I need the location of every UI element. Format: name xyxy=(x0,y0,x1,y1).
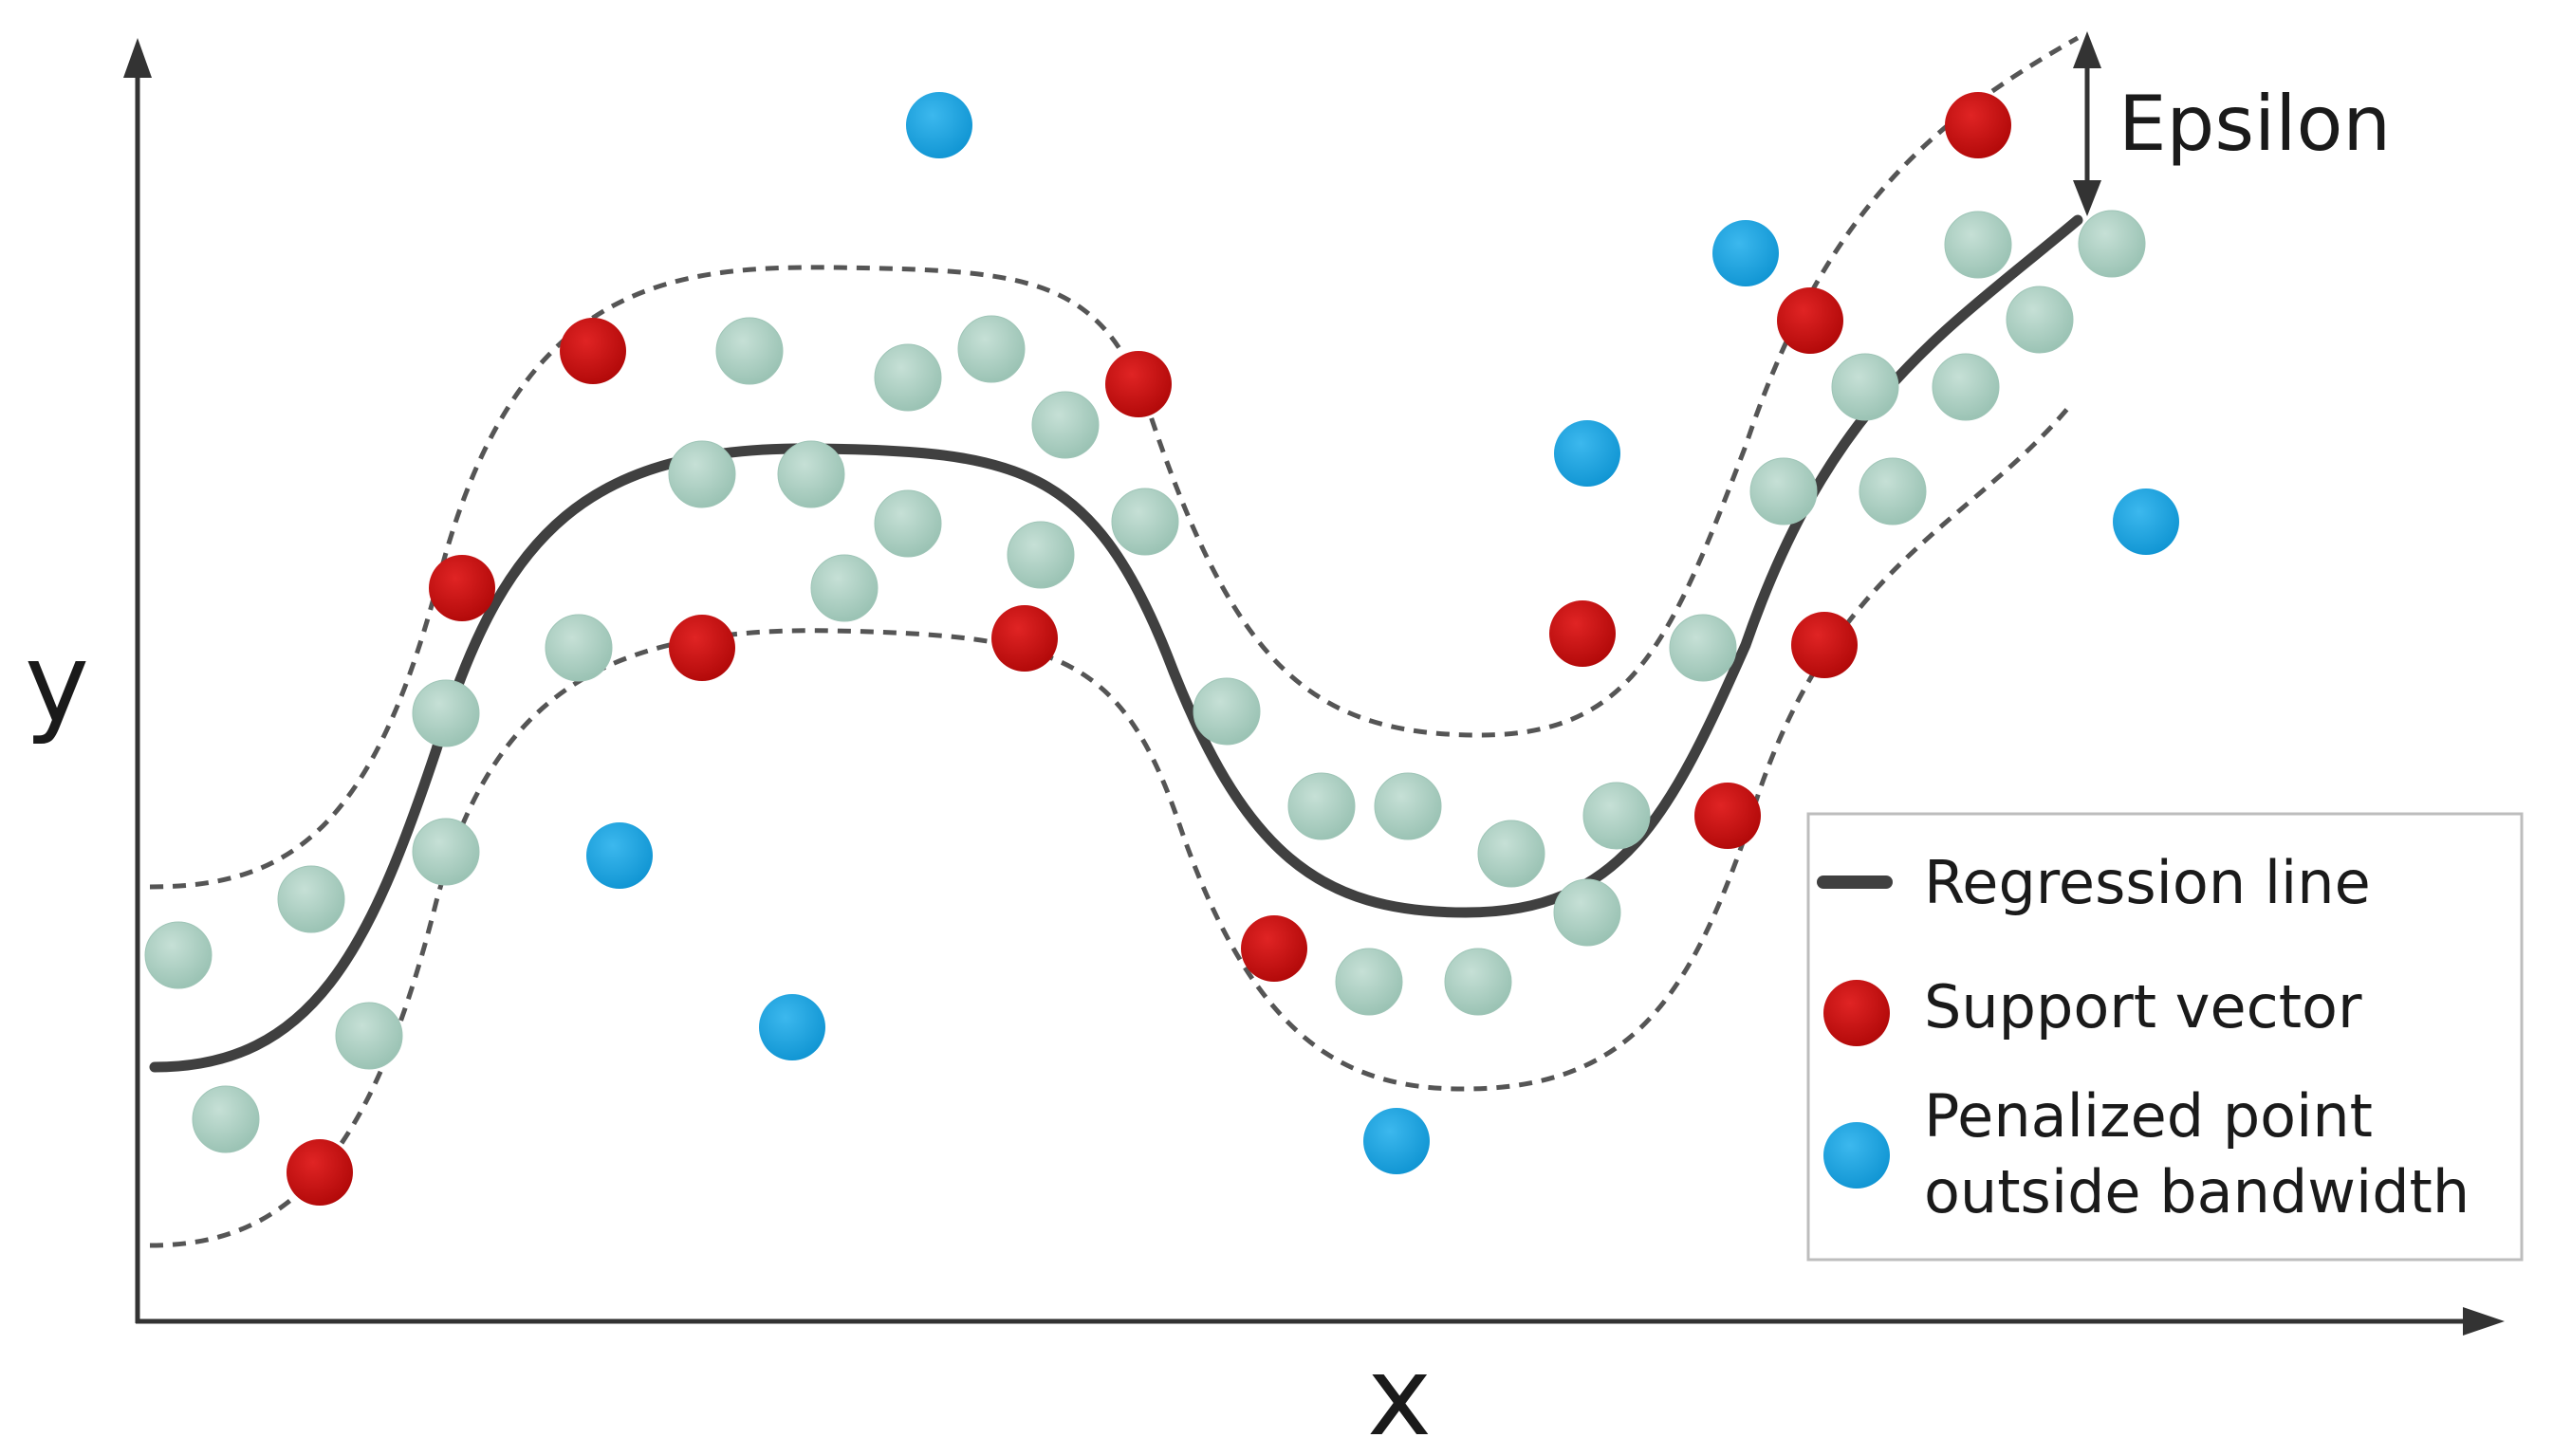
support-vector-point xyxy=(991,605,1058,672)
support-vector-point xyxy=(1777,287,1843,354)
inlier-point xyxy=(144,921,213,989)
epsilon-arrow-icon xyxy=(2073,31,2101,216)
inlier-point xyxy=(1831,353,1899,421)
penalized-point xyxy=(586,822,653,889)
axes: y x xyxy=(25,38,2505,1456)
inlier-point xyxy=(1287,772,1356,840)
inlier-point xyxy=(1477,820,1545,888)
support-vector-point xyxy=(1549,600,1616,667)
inlier-point xyxy=(777,440,845,508)
penalized-point xyxy=(906,92,972,158)
inlier-point xyxy=(874,343,942,412)
inlier-point xyxy=(1444,948,1512,1016)
inlier-point xyxy=(1859,457,1927,525)
support-vector-point xyxy=(1105,351,1172,417)
legend-support-vector-swatch xyxy=(1823,980,1890,1046)
support-vector-point xyxy=(560,318,626,384)
inlier-point xyxy=(192,1085,260,1153)
penalized-points xyxy=(586,92,2179,1174)
arrowhead-up-icon xyxy=(123,38,152,78)
inlier-point xyxy=(412,679,480,747)
inlier-point xyxy=(810,554,879,622)
inlier-point xyxy=(412,818,480,886)
regression-line xyxy=(149,214,2083,1073)
legend-support-vector-label: Support vector xyxy=(1924,972,2362,1041)
inlier-point xyxy=(545,614,613,682)
legend-box xyxy=(1806,812,2524,1262)
x-axis-label: x xyxy=(1367,1334,1432,1456)
epsilon-band xyxy=(149,35,2080,1248)
inlier-point xyxy=(1669,614,1737,682)
inlier-point xyxy=(1193,677,1261,746)
support-vector-point xyxy=(1791,612,1858,678)
support-vectors xyxy=(287,92,2011,1206)
legend-regression-line-label: Regression line xyxy=(1924,848,2371,917)
inlier-point xyxy=(1553,878,1621,947)
penalized-point xyxy=(2113,488,2179,555)
support-vector-point xyxy=(669,615,735,681)
epsilon-label: Epsilon xyxy=(2118,80,2391,168)
inlier-point xyxy=(277,865,345,933)
legend-penalized-label-line1: Penalized point xyxy=(1924,1081,2373,1151)
penalized-point xyxy=(759,994,825,1060)
inlier-point xyxy=(874,489,942,558)
inlier-points xyxy=(144,210,2146,1153)
inlier-point xyxy=(2006,286,2074,354)
legend-penalized-swatch xyxy=(1823,1122,1890,1189)
inlier-point xyxy=(1374,772,1442,840)
inlier-point xyxy=(2078,210,2146,278)
support-vector-point xyxy=(287,1139,353,1206)
penalized-point xyxy=(1712,220,1779,286)
inlier-point xyxy=(1944,211,2012,279)
inlier-point xyxy=(668,440,736,508)
arrowhead-right-icon xyxy=(2463,1307,2505,1336)
inlier-point xyxy=(715,317,784,385)
inlier-point xyxy=(1582,782,1651,850)
inlier-point xyxy=(957,315,1026,383)
inlier-point xyxy=(1111,488,1179,556)
support-vector-point xyxy=(429,555,495,621)
inlier-point xyxy=(335,1002,403,1070)
inlier-point xyxy=(1932,353,2000,421)
inlier-point xyxy=(1031,391,1100,459)
penalized-point xyxy=(1554,420,1620,487)
inlier-point xyxy=(1749,457,1818,525)
legend-penalized-label-line2: outside bandwidth xyxy=(1924,1157,2470,1226)
y-axis-label: y xyxy=(25,620,89,747)
penalized-point xyxy=(1363,1108,1430,1174)
support-vector-point xyxy=(1945,92,2011,158)
inlier-point xyxy=(1335,948,1403,1016)
support-vector-point xyxy=(1241,915,1307,982)
inlier-point xyxy=(1007,521,1075,589)
legend: Regression line Support vector Penalized… xyxy=(1806,812,2524,1262)
support-vector-point xyxy=(1694,783,1761,849)
